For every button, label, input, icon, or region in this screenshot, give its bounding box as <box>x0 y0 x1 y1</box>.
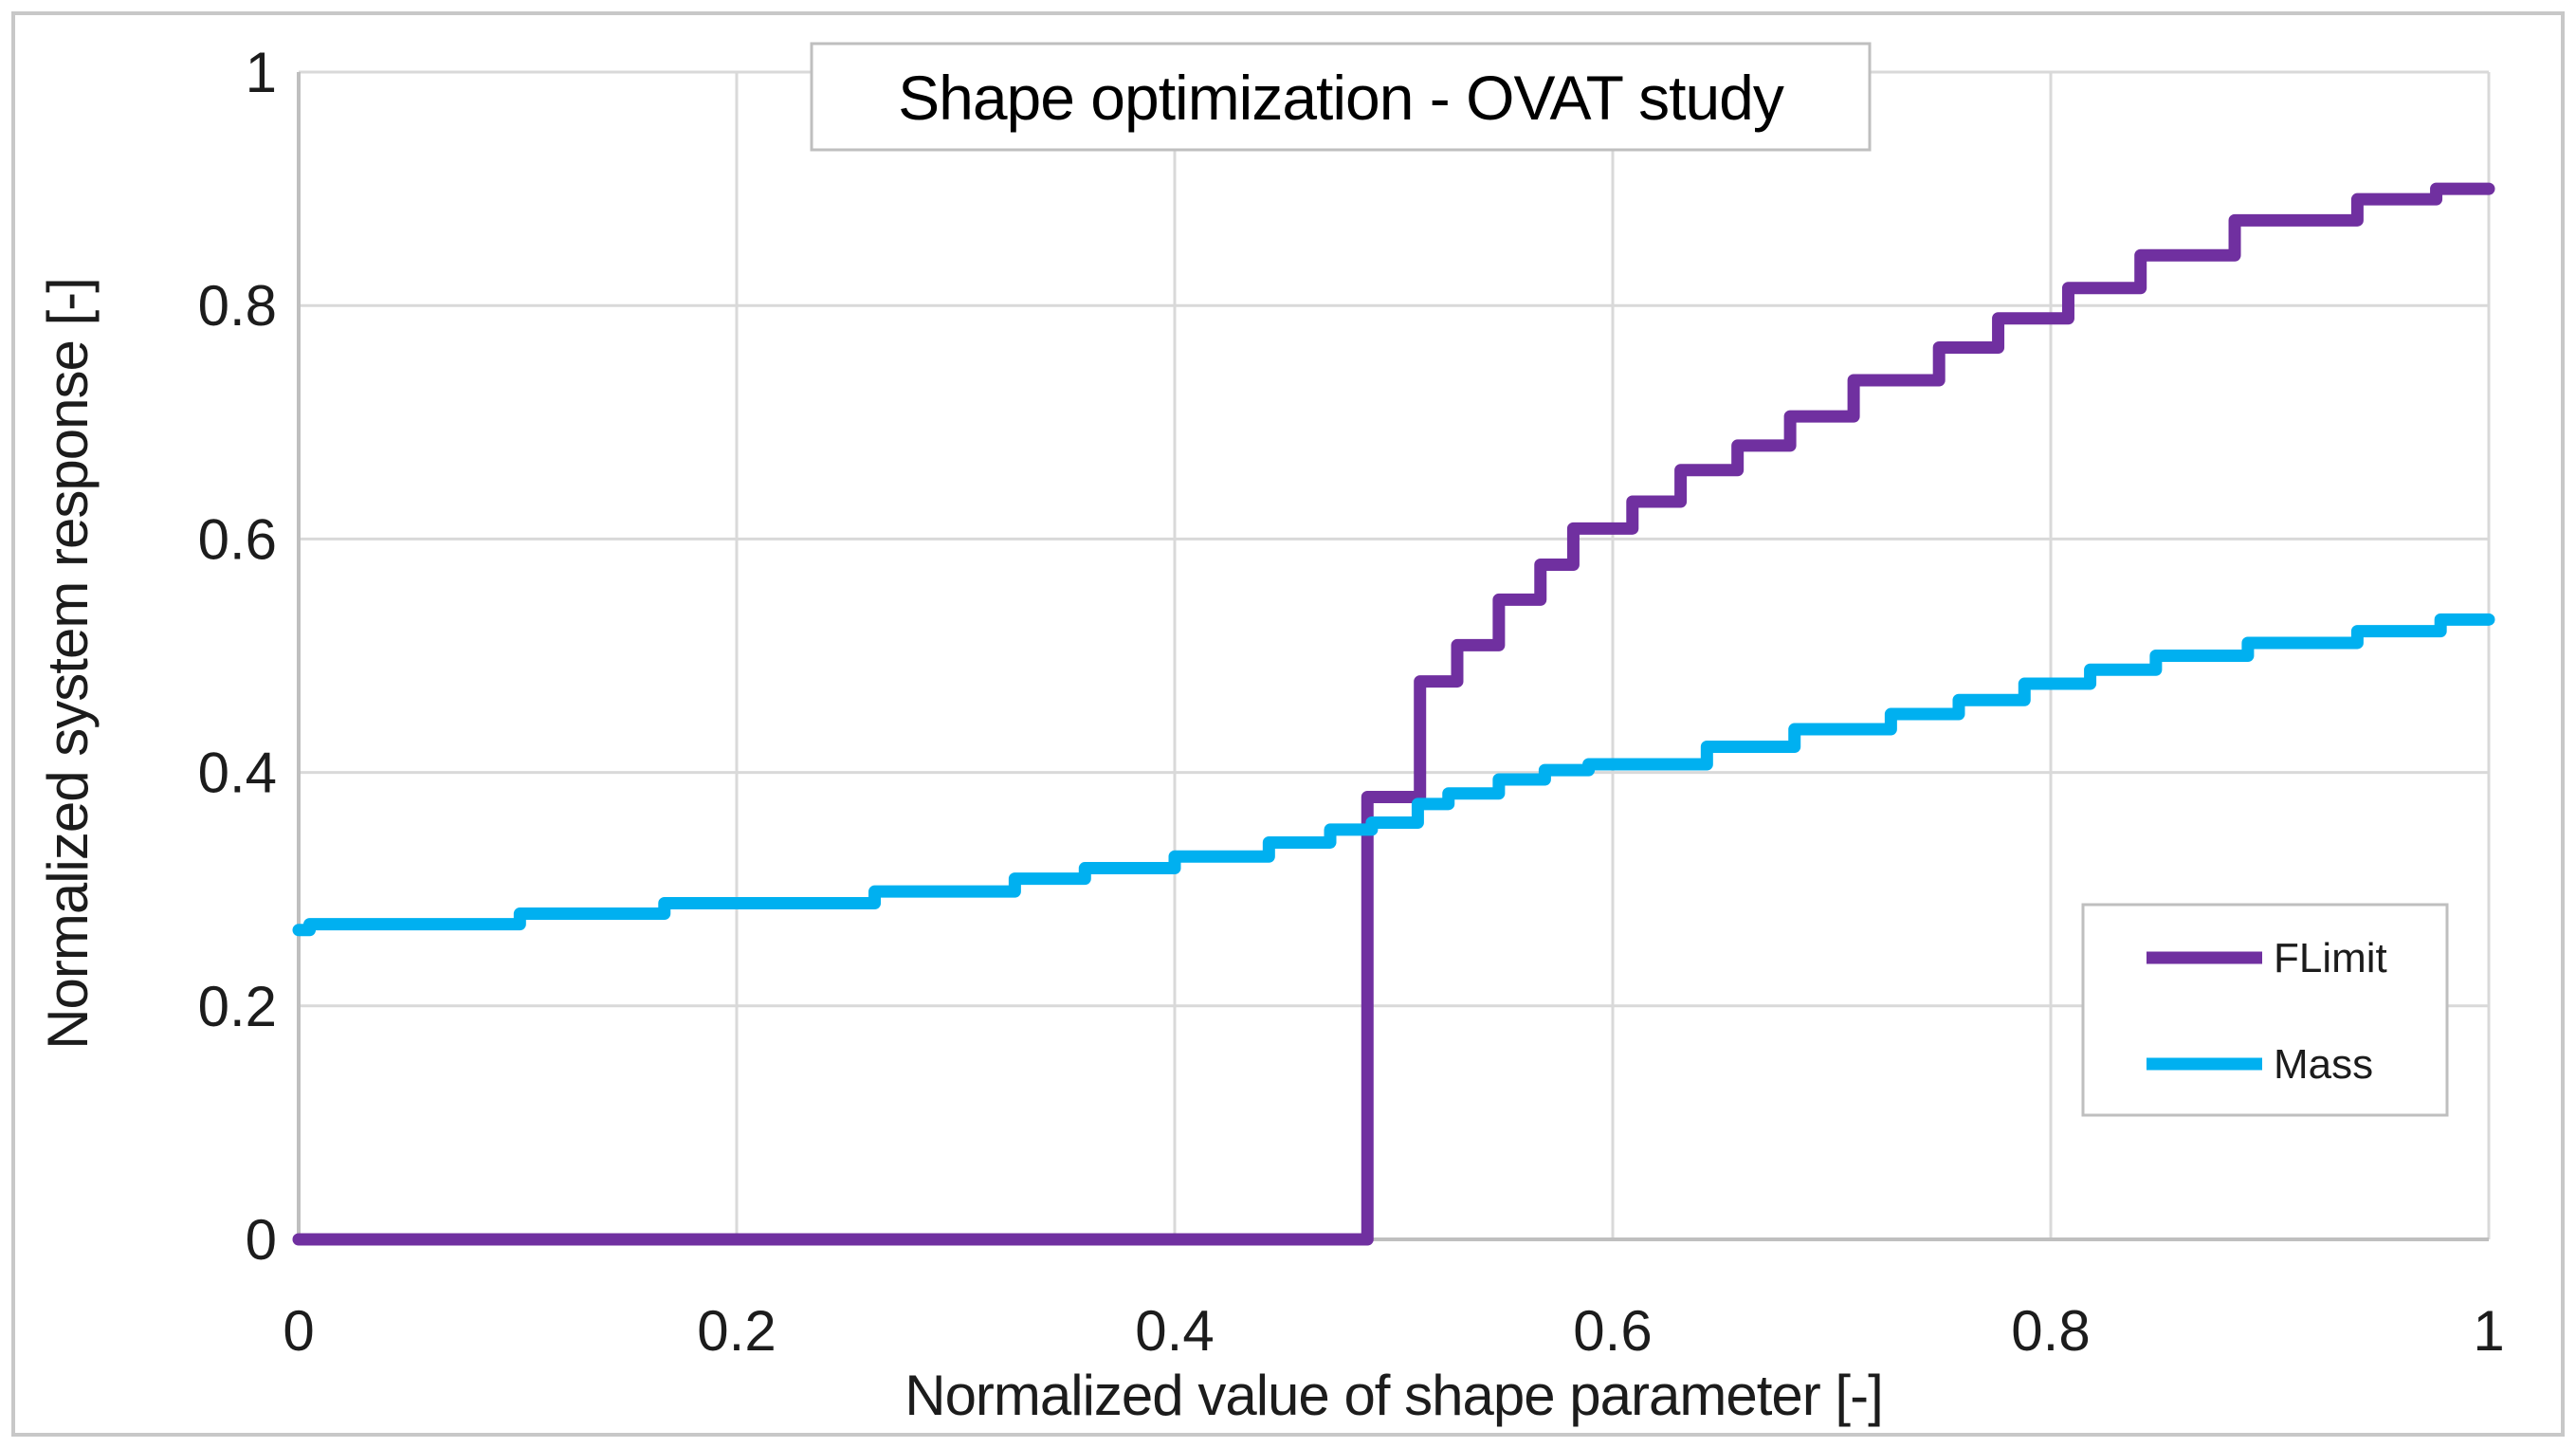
x-tick-label: 0.8 <box>2011 1299 2090 1363</box>
y-tick-labels: 0 0.2 0.4 0.6 0.8 1 <box>198 41 277 1272</box>
legend-label-flimit: FLimit <box>2274 935 2387 981</box>
legend: FLimit Mass <box>2081 903 2449 1117</box>
y-tick-label: 0.4 <box>198 742 277 805</box>
x-tick-label: 1 <box>2473 1299 2504 1363</box>
y-tick-label: 0.8 <box>198 274 277 338</box>
y-tick-label: 0.2 <box>198 975 277 1038</box>
y-tick-label: 0.6 <box>198 507 277 571</box>
x-tick-labels: 0 0.2 0.4 0.6 0.8 1 <box>283 1299 2504 1363</box>
y-axis-title: Normalized system response [-] <box>36 278 100 1050</box>
figure-border <box>11 11 2565 1437</box>
legend-label-mass: Mass <box>2274 1041 2373 1088</box>
chart-title: Shape optimization - OVAT study <box>898 63 1784 133</box>
chart-title-box <box>810 42 1872 152</box>
x-axis-title: Normalized value of shape parameter [-] <box>904 1364 1883 1427</box>
gridlines <box>299 72 2489 1239</box>
x-tick-label: 0.4 <box>1135 1299 1214 1363</box>
x-tick-label: 0 <box>283 1299 314 1363</box>
legend-box <box>2081 903 2449 1117</box>
y-tick-label: 0 <box>246 1208 277 1272</box>
x-tick-label: 0.6 <box>1573 1299 1652 1363</box>
series-lines <box>292 182 2495 1246</box>
x-tick-label: 0.2 <box>697 1299 776 1363</box>
series-line-mass <box>292 613 2495 937</box>
series-line-flimit <box>292 182 2495 1246</box>
y-tick-label: 1 <box>246 41 277 104</box>
